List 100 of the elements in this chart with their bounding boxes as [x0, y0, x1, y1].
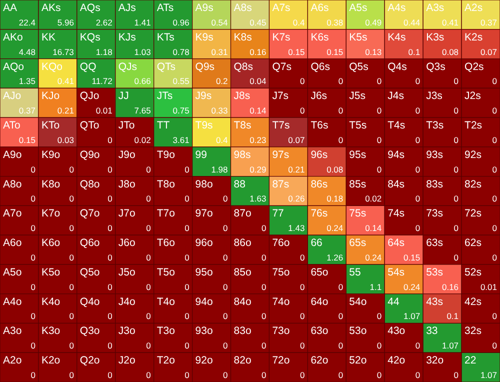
data-label: 0	[184, 194, 190, 204]
annotation: K2s	[464, 31, 483, 44]
data-label: 0	[415, 194, 420, 204]
annotation: K6o	[41, 237, 60, 250]
data-label: 0	[300, 252, 305, 262]
data-label: 0.4	[216, 134, 228, 145]
data-label: 1.63	[250, 194, 266, 204]
annotation: 63o	[310, 325, 328, 338]
annotation: 32s	[464, 325, 482, 338]
data-label: 0	[261, 340, 266, 351]
annotation: 73s	[426, 208, 444, 220]
data-label: 0	[223, 340, 228, 351]
annotation: J5s	[349, 90, 366, 102]
data-label: 0	[30, 282, 36, 292]
data-label: 0.03	[57, 134, 74, 145]
annotation: TT	[156, 120, 170, 132]
annotation: 84s	[388, 178, 405, 190]
annotation: 82o	[234, 354, 252, 367]
data-label: 0	[492, 194, 498, 204]
annotation: ATs	[156, 2, 174, 14]
annotation: K6s	[310, 31, 329, 44]
annotation: K8o	[41, 178, 60, 190]
annotation: Q9s	[195, 60, 215, 73]
annotation: A6o	[3, 237, 22, 250]
data-label: 0.16	[442, 282, 459, 292]
data-label: 0	[30, 194, 36, 204]
data-label: 0	[415, 76, 420, 86]
data-label: 0	[146, 370, 152, 380]
annotation: 98s	[234, 148, 251, 161]
annotation: KQs	[80, 31, 100, 44]
data-label: 0	[492, 311, 498, 322]
data-label: 0.01	[480, 282, 498, 292]
data-label: 0	[184, 282, 190, 292]
data-label: 0	[223, 223, 228, 234]
data-label: 0.15	[288, 46, 305, 57]
annotation: AJs	[118, 2, 136, 14]
annotation: 64o	[310, 296, 328, 308]
annotation: 98o	[195, 178, 213, 190]
data-label: 0.78	[172, 46, 190, 57]
data-label: 0.4	[292, 17, 305, 28]
annotation: J9o	[118, 148, 136, 161]
annotation: KJs	[118, 31, 136, 44]
data-label: 0	[492, 340, 498, 351]
data-label: 0	[261, 282, 266, 292]
annotation: K5s	[349, 31, 368, 44]
data-label: 0.24	[365, 252, 382, 262]
data-label: 0.01	[96, 106, 113, 116]
annotation: T5s	[349, 120, 367, 132]
annotation: JJ	[118, 90, 129, 102]
data-label: 0	[146, 282, 152, 292]
annotation: J4o	[118, 296, 136, 308]
annotation: AQo	[3, 60, 24, 73]
annotation: J3s	[426, 90, 442, 102]
data-label: 0	[415, 134, 420, 145]
annotation: 43s	[426, 296, 444, 308]
data-label: 0	[376, 370, 382, 380]
annotation: 42s	[464, 296, 482, 308]
annotation: T6o	[156, 237, 176, 250]
annotation: J6s	[310, 90, 328, 102]
annotation: Q9o	[80, 148, 100, 161]
data-label: 0	[300, 340, 305, 351]
annotation: QQ	[80, 60, 96, 73]
data-label: 0	[300, 311, 305, 322]
annotation: T9s	[195, 120, 213, 132]
data-label: 0	[69, 370, 74, 380]
data-label: 0.55	[172, 76, 190, 86]
data-label: 0	[338, 311, 344, 322]
data-label: 0	[300, 370, 305, 380]
annotation: 94s	[388, 148, 405, 161]
annotation: 83o	[234, 325, 252, 338]
annotation: A2s	[464, 2, 483, 14]
data-label: 0	[376, 134, 382, 145]
data-label: 0	[146, 223, 152, 234]
data-label: 0	[69, 282, 74, 292]
data-label: 0	[338, 370, 344, 380]
data-label: 0	[108, 164, 113, 174]
annotation: 62o	[310, 354, 328, 367]
data-label: 0.96	[172, 17, 190, 28]
annotation: A5o	[3, 266, 22, 278]
data-label: 0	[108, 370, 113, 380]
data-label: 0.44	[404, 17, 420, 28]
annotation: 62s	[464, 237, 482, 250]
annotation: J6o	[118, 237, 136, 250]
annotation: T9o	[156, 148, 176, 161]
data-label: 0.16	[250, 46, 266, 57]
annotation: A4s	[388, 2, 406, 14]
data-label: 0	[492, 76, 498, 86]
data-label: 0.13	[365, 46, 382, 57]
annotation: 43o	[388, 325, 406, 338]
data-label: 0.21	[57, 106, 74, 116]
annotation: AA	[3, 2, 18, 14]
data-label: 0.24	[326, 223, 344, 234]
annotation: 33	[426, 325, 438, 338]
data-label: 0.08	[442, 46, 459, 57]
data-label: 22.4	[18, 17, 36, 28]
data-label: 0	[223, 370, 228, 380]
data-label: 0	[261, 311, 266, 322]
annotation: 99	[195, 148, 208, 161]
annotation: Q6o	[80, 237, 100, 250]
data-label: 1.43	[288, 223, 305, 234]
